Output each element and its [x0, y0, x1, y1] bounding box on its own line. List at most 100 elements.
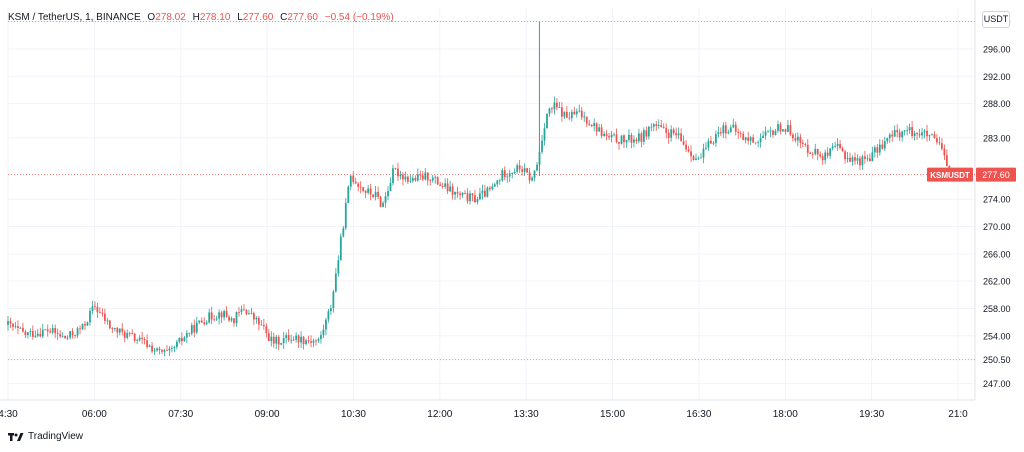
- candle-body: [218, 312, 221, 319]
- candle-body: [128, 333, 131, 334]
- candle-body: [339, 236, 342, 261]
- candle-body: [831, 146, 834, 149]
- candle-body: [108, 320, 111, 329]
- candle-body: [878, 144, 881, 153]
- candle-body: [173, 347, 176, 348]
- y-axis[interactable]: 247.00 250.50 254.00 258.00 262.00 266.00 270.…: [983, 17, 1011, 389]
- candle-body: [106, 320, 109, 322]
- x-tick-label: 19:30: [859, 409, 884, 420]
- candle-body: [849, 157, 851, 162]
- candle-body: [791, 134, 794, 139]
- candle-body: [687, 149, 690, 152]
- candle-body: [913, 133, 916, 137]
- candle-body: [501, 170, 504, 181]
- candle-body: [255, 317, 258, 320]
- candle-body: [727, 132, 730, 134]
- y-tick-label: 247.00: [983, 379, 1011, 389]
- candle-body: [729, 127, 732, 133]
- high-label: H: [192, 12, 200, 23]
- candle-body: [859, 158, 861, 166]
- candle-body: [86, 322, 89, 326]
- candle-body: [811, 153, 814, 155]
- candle-body: [285, 335, 288, 338]
- candle-body: [66, 337, 69, 339]
- candle-body: [441, 185, 444, 187]
- price-tag: [976, 167, 1016, 182]
- candle-body: [893, 130, 896, 137]
- candle-body: [94, 306, 96, 308]
- candle-body: [354, 181, 357, 184]
- candle-body: [431, 177, 434, 181]
- candle-body: [926, 130, 928, 137]
- candle-body: [578, 110, 581, 112]
- candle-body: [657, 124, 660, 126]
- candle-body: [252, 313, 255, 320]
- candle-body: [14, 326, 17, 328]
- candle-body: [570, 111, 573, 119]
- candle-body: [392, 168, 394, 184]
- candle-body: [161, 350, 163, 352]
- candle-body: [12, 323, 14, 327]
- x-axis[interactable]: 4:30 06:00 07:30 09:00 10:30 12:00 13:30 15:00 1…: [0, 409, 968, 420]
- candle-body: [498, 180, 501, 182]
- candle-body: [541, 140, 543, 152]
- symbol-tag-label: KSMUSDT: [930, 171, 970, 180]
- candle-body: [486, 187, 489, 197]
- x-tick-label: 10:30: [341, 409, 366, 420]
- y-tick-label: 250.50: [983, 355, 1011, 365]
- candle-body: [560, 107, 563, 117]
- high-value: 278.10: [199, 12, 231, 23]
- tradingview-brand[interactable]: TradingView: [8, 431, 83, 442]
- candle-body: [665, 127, 668, 133]
- candle-body: [933, 134, 936, 139]
- candle-body: [280, 343, 283, 345]
- candle-body: [647, 126, 650, 137]
- candle-body: [655, 124, 658, 126]
- x-tick-label: 12:00: [427, 409, 452, 420]
- currency-button[interactable]: USDT: [982, 11, 1010, 28]
- candle-body: [513, 171, 516, 174]
- candle-body: [928, 135, 931, 137]
- candle-body: [590, 124, 593, 127]
- candle-body: [506, 176, 509, 178]
- candle-body: [772, 130, 774, 135]
- candle-body: [367, 188, 370, 193]
- candle-body: [508, 173, 511, 177]
- candle-body: [757, 142, 760, 144]
- symbol-title[interactable]: KSM / TetherUS, 1, BINANCE: [8, 12, 141, 23]
- candle-body: [605, 133, 608, 137]
- candle-body: [749, 137, 752, 141]
- candle-body: [481, 190, 484, 194]
- candle-body: [945, 155, 948, 166]
- candle-body: [436, 177, 439, 185]
- candle-body: [146, 340, 148, 347]
- candle-body: [69, 331, 71, 338]
- candle-body: [265, 326, 268, 334]
- candle-body: [19, 327, 22, 329]
- candle-body: [292, 339, 295, 341]
- candle-body: [488, 187, 491, 190]
- candle-body: [200, 320, 203, 323]
- candle-body: [844, 151, 846, 160]
- x-tick-label: 18:00: [773, 409, 798, 420]
- candle-body: [856, 158, 859, 161]
- candle-body: [864, 156, 866, 159]
- candle-body: [734, 124, 737, 132]
- candle-body: [364, 190, 367, 193]
- candle-body: [474, 195, 476, 203]
- candle-body: [685, 144, 687, 150]
- candle-body: [277, 336, 280, 345]
- candle-body: [287, 335, 290, 341]
- candle-body: [121, 328, 124, 332]
- candle-body: [558, 107, 561, 108]
- candle-body: [168, 348, 171, 351]
- candle-body: [682, 141, 685, 145]
- candle-body: [434, 177, 437, 178]
- candle-body: [640, 133, 643, 142]
- candle-body: [787, 125, 789, 132]
- candle-body: [215, 318, 218, 320]
- candle-body: [553, 102, 556, 110]
- candle-body: [79, 328, 81, 330]
- candle-body: [841, 148, 844, 152]
